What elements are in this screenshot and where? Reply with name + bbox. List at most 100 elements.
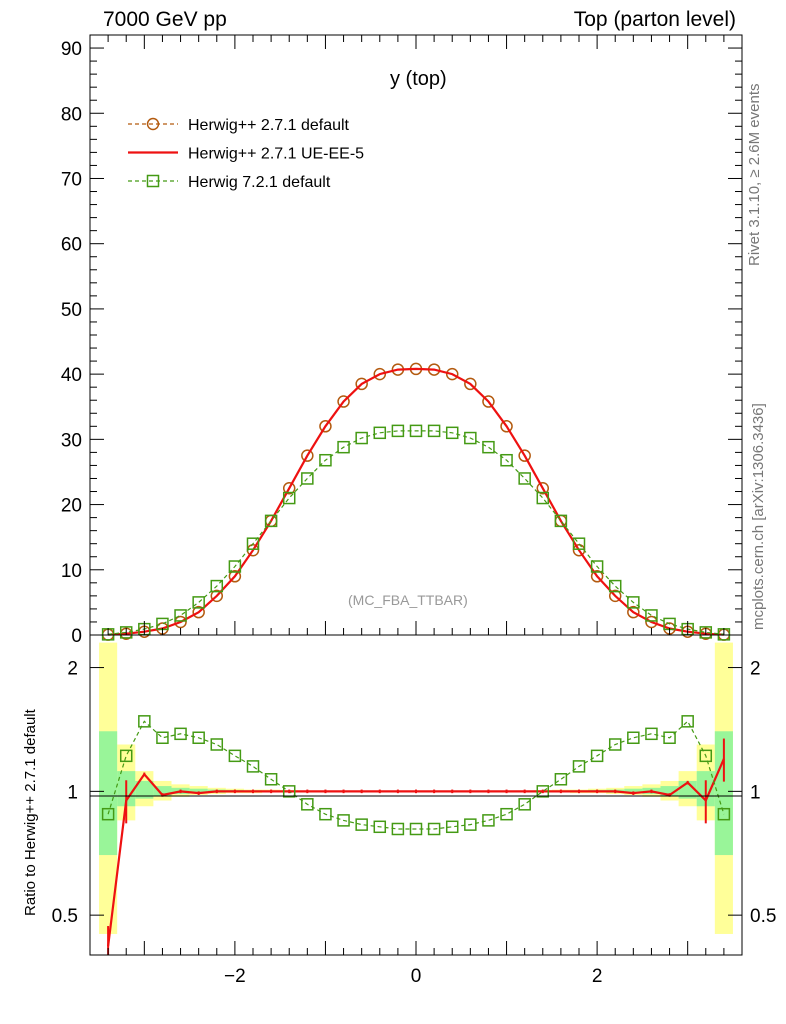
main-series-2-point <box>518 472 531 485</box>
legend-marker-0 <box>146 117 160 131</box>
main-series-2-point <box>228 560 242 573</box>
ratio-y-tick-label-right: 0.5 <box>750 906 776 927</box>
ratio-series-1-point <box>319 807 332 821</box>
ratio-series-1-point <box>301 798 314 811</box>
main-series-0-point <box>445 367 459 381</box>
ratio-series-1-point <box>409 822 423 836</box>
x-tick-label: 0 <box>411 966 422 987</box>
main-series-0-point <box>355 377 368 391</box>
main-series-2-point <box>373 426 387 440</box>
ratio-series-1-point <box>645 727 658 741</box>
ratio-series-1-point <box>373 820 387 834</box>
ratio-series-1-point <box>500 807 513 821</box>
main-series-2-point <box>319 453 332 467</box>
ratio-series-1-line <box>107 720 725 830</box>
main-series-2-point <box>554 514 568 528</box>
main-series-0-point <box>518 449 531 462</box>
main-series-2-point <box>645 609 658 622</box>
main-series-0-point <box>174 615 187 629</box>
main-series-2-point <box>427 424 441 438</box>
ratio-series-1-point <box>590 749 604 763</box>
ratio-series-1-point <box>156 731 169 745</box>
ratio-series-1-point <box>464 818 477 831</box>
ratio-series-1-point <box>337 814 350 827</box>
ratio-y-tick-label: 1 <box>67 782 78 803</box>
ratio-series-1-point <box>717 807 731 821</box>
ratio-series-1-point <box>663 731 676 745</box>
ratio-y-tick-label: 2 <box>67 659 78 680</box>
ratio-series-1-point <box>536 785 550 798</box>
plot-title: y (top) <box>390 68 447 90</box>
legend-marker-2 <box>146 174 160 188</box>
main-series-2-point <box>301 472 314 485</box>
ratio-y-tick-label-right: 1 <box>750 782 761 803</box>
y-tick-label: 10 <box>61 561 82 582</box>
main-series-0-point <box>282 482 296 495</box>
top-panel-marks <box>101 362 731 641</box>
main-series-2-point <box>210 579 224 593</box>
legend-label-2: Herwig 7.2.1 default <box>188 174 331 191</box>
main-series-0-point <box>301 449 314 462</box>
y-tick-label: 50 <box>61 300 82 321</box>
legend-label-1: Herwig++ 2.7.1 UE-EE-5 <box>188 146 364 163</box>
main-series-0-point <box>210 589 224 603</box>
header-left: 7000 GeV pp <box>103 8 227 31</box>
legend: Herwig++ 2.7.1 default Herwig++ 2.7.1 UE-… <box>128 117 364 191</box>
main-series-0-point <box>228 570 242 583</box>
main-series-0-point <box>464 377 477 391</box>
main-series-2-point <box>572 537 586 550</box>
main-series-2-point <box>337 440 350 454</box>
main-series-2-point <box>627 596 640 609</box>
ratio-series-1-point <box>282 785 296 798</box>
header-right: Top (parton level) <box>573 8 736 31</box>
main-series-2-point <box>500 453 513 467</box>
x-tick-label: −2 <box>224 966 246 987</box>
ratio-series-1-point <box>391 822 405 836</box>
main-series-0-point <box>373 367 387 381</box>
x-tick-label: 2 <box>592 966 603 987</box>
ratio-series-1-point <box>608 738 622 751</box>
ratio-series-1-point <box>210 738 224 751</box>
main-series-0-point <box>590 570 604 583</box>
ratio-series-1-point <box>699 749 713 763</box>
ratio-panel-bands <box>99 642 733 934</box>
main-series-2-point <box>264 514 278 528</box>
ratio-series-1-point <box>228 749 242 763</box>
ratio-series-1-point <box>264 773 278 786</box>
axis-ticks: 0 10 20 30 40 50 60 70 80 90 0.5 0.5 1 1 2 2 −2 0 2 <box>52 34 776 987</box>
y-tick-label: 70 <box>61 169 82 190</box>
y-tick-label: 80 <box>61 104 82 125</box>
ratio-panel-marks <box>101 715 731 955</box>
y-tick-label: 40 <box>61 365 82 386</box>
main-series-2-point <box>119 626 133 639</box>
ratio-y-tick-label: 0.5 <box>52 906 78 927</box>
ratio-series-1-point <box>174 727 187 741</box>
main-series-1-line <box>108 367 724 636</box>
main-series-2-point <box>174 609 187 622</box>
ratio-series-1-point <box>554 773 568 786</box>
ratio-series-1-point <box>627 731 640 745</box>
main-series-0-point <box>482 395 495 408</box>
ratio-band-green <box>660 786 679 796</box>
ratio-series-1-point <box>445 820 459 834</box>
main-series-2-point <box>699 626 713 639</box>
ratio-series-1-point <box>101 807 115 821</box>
y-tick-label: 0 <box>71 626 82 647</box>
main-series-2-point <box>590 560 604 573</box>
ratio-band-green <box>135 780 154 799</box>
ratio-band-green <box>714 731 733 856</box>
ratio-series-1-point <box>681 715 694 728</box>
legend-label-0: Herwig++ 2.7.1 default <box>188 117 350 134</box>
main-series-2-point <box>608 579 622 593</box>
main-series-2-point <box>192 596 205 609</box>
main-series-0-point <box>536 482 550 495</box>
ratio-band-green <box>189 788 208 794</box>
ratio-series-1-point <box>355 818 368 831</box>
y-tick-label: 60 <box>61 235 82 256</box>
main-series-0-point <box>192 605 205 619</box>
ratio-series-1-point <box>572 760 586 773</box>
ratio-band-green <box>624 788 643 794</box>
main-series-0-point <box>500 420 513 433</box>
main-series-2-point <box>464 431 477 445</box>
